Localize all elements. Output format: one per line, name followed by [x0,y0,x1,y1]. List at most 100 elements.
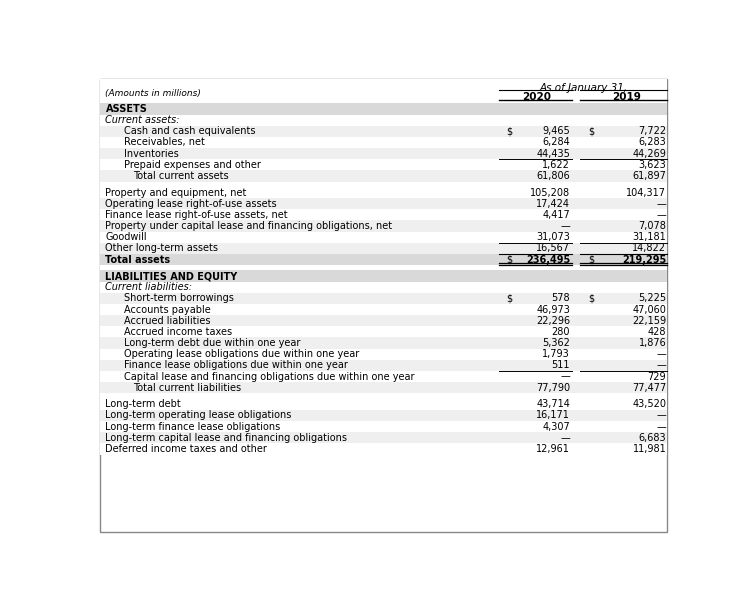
Text: $: $ [506,126,512,136]
Text: Long-term finance lease obligations: Long-term finance lease obligations [105,422,280,431]
Text: Long-term debt: Long-term debt [105,399,181,409]
Bar [99,209,667,220]
Bar [99,265,667,270]
Text: —: — [657,422,666,431]
Text: 1,876: 1,876 [639,338,666,348]
Bar [99,126,667,137]
Bar [99,326,667,338]
Text: 1,793: 1,793 [542,349,570,359]
Text: 77,477: 77,477 [632,383,666,393]
Bar [99,79,667,103]
Bar [99,148,667,159]
Bar [99,315,667,326]
Text: Capital lease and financing obligations due within one year: Capital lease and financing obligations … [124,371,414,382]
Text: Long-term operating lease obligations: Long-term operating lease obligations [105,410,292,420]
Text: 31,181: 31,181 [633,232,666,242]
Bar [99,371,667,382]
Text: 6,284: 6,284 [542,137,570,148]
Bar [99,220,667,232]
Text: Property under capital lease and financing obligations, net: Property under capital lease and financi… [105,221,393,231]
Text: 578: 578 [551,293,570,303]
Text: Accounts payable: Accounts payable [124,304,211,315]
Text: —: — [657,349,666,359]
Text: 4,307: 4,307 [542,422,570,431]
Text: 77,790: 77,790 [536,383,570,393]
Text: 44,435: 44,435 [536,149,570,159]
Text: —: — [560,221,570,231]
Text: Receivables, net: Receivables, net [124,137,205,148]
Text: 7,722: 7,722 [638,126,666,136]
Text: —: — [657,410,666,420]
Text: Current assets:: Current assets: [105,115,180,125]
Text: 17,424: 17,424 [536,198,570,209]
Bar [99,348,667,360]
Bar [99,293,667,304]
Text: Finance lease obligations due within one year: Finance lease obligations due within one… [124,361,348,370]
Bar [99,159,667,171]
Bar [99,282,667,293]
Text: $: $ [588,255,594,264]
Text: 11,981: 11,981 [633,444,666,454]
Bar [99,443,667,454]
Text: 31,073: 31,073 [536,232,570,242]
Text: $: $ [506,293,512,303]
Text: Other long-term assets: Other long-term assets [105,243,218,253]
Text: ASSETS: ASSETS [105,104,147,114]
Text: $: $ [588,126,594,136]
Bar [99,198,667,209]
Text: 2019: 2019 [613,92,641,102]
Text: 6,283: 6,283 [639,137,666,148]
Text: 22,296: 22,296 [536,316,570,325]
Bar [99,103,667,114]
Bar [99,270,667,282]
Text: Operating lease right-of-use assets: Operating lease right-of-use assets [105,198,277,209]
Text: Short-term borrowings: Short-term borrowings [124,293,234,303]
Bar [99,182,667,187]
Text: 61,806: 61,806 [536,171,570,181]
Text: Long-term debt due within one year: Long-term debt due within one year [124,338,301,348]
Text: —: — [560,433,570,443]
Bar [99,232,667,243]
Bar [99,421,667,432]
Text: 511: 511 [551,361,570,370]
Text: As of January 31,: As of January 31, [539,83,628,93]
Bar [99,243,667,254]
Text: 9,465: 9,465 [542,126,570,136]
Text: —: — [657,361,666,370]
Text: 1,622: 1,622 [542,160,570,170]
Text: 43,714: 43,714 [536,399,570,409]
Text: Goodwill: Goodwill [105,232,147,242]
Text: 12,961: 12,961 [536,444,570,454]
Text: 5,225: 5,225 [638,293,666,303]
Text: Finance lease right-of-use assets, net: Finance lease right-of-use assets, net [105,210,288,220]
Text: 104,317: 104,317 [626,188,666,197]
Text: 47,060: 47,060 [632,304,666,315]
Text: Total current assets: Total current assets [133,171,229,181]
Text: Cash and cash equivalents: Cash and cash equivalents [124,126,256,136]
Text: Current liabilities:: Current liabilities: [105,283,192,292]
Text: Prepaid expenses and other: Prepaid expenses and other [124,160,261,170]
Text: 16,171: 16,171 [536,410,570,420]
Text: Operating lease obligations due within one year: Operating lease obligations due within o… [124,349,359,359]
Text: 236,495: 236,495 [526,255,570,264]
Text: 14,822: 14,822 [632,243,666,253]
Bar [99,254,667,265]
Text: $: $ [506,255,512,264]
Text: 428: 428 [648,327,666,337]
Bar [99,338,667,348]
Text: 729: 729 [648,371,666,382]
Text: $: $ [588,293,594,303]
Text: 43,520: 43,520 [632,399,666,409]
Text: 7,078: 7,078 [638,221,666,231]
Text: Property and equipment, net: Property and equipment, net [105,188,247,197]
Bar [99,137,667,148]
Bar [99,382,667,393]
Text: 2020: 2020 [522,92,551,102]
Text: 219,295: 219,295 [622,255,666,264]
Bar [99,114,667,126]
Text: 61,897: 61,897 [632,171,666,181]
Bar [99,399,667,410]
Text: Long-term capital lease and financing obligations: Long-term capital lease and financing ob… [105,433,348,443]
Text: 6,683: 6,683 [639,433,666,443]
Text: —: — [560,371,570,382]
